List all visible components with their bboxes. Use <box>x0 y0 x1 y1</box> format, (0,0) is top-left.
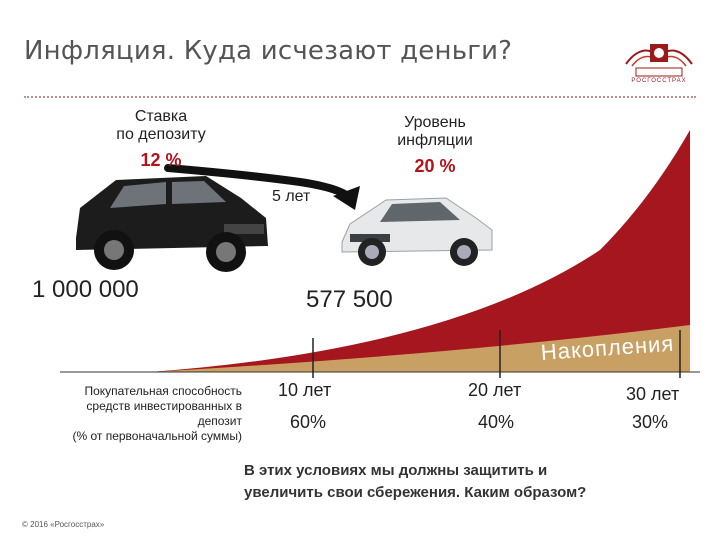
title-divider <box>24 96 696 98</box>
purchasing-power-line2: средств инвестированных в <box>86 399 242 413</box>
company-logo-icon <box>625 44 693 77</box>
deposit-label-line1: Ставка <box>134 108 188 125</box>
arrow-head-icon <box>333 186 360 210</box>
conclusion-line2: увеличить свои сбережения. Каким образом… <box>244 484 587 501</box>
deposit-label-line2: по депозиту <box>116 126 206 143</box>
conclusion-line1: В этих условиях мы должны защитить и <box>244 462 548 479</box>
deposit-label: Ставка по депозиту <box>96 108 226 144</box>
arrow-label: 5 лет <box>272 188 311 205</box>
logo-text: РОСГОССТРАХ <box>631 78 687 84</box>
inflation-label-line2: инфляции <box>397 132 473 149</box>
period-label-20: 20 лет <box>468 380 522 400</box>
period-label-10: 10 лет <box>278 380 332 400</box>
value-label-30: 30% <box>632 412 669 432</box>
savings-area <box>150 325 690 372</box>
black-suv-icon <box>76 176 268 272</box>
remaining-amount: 577 500 <box>306 286 393 313</box>
value-label-10: 60% <box>290 412 327 432</box>
value-label-20: 40% <box>478 412 515 432</box>
inflation-label: Уровень инфляции <box>370 114 500 150</box>
inflation-label-line1: Уровень <box>404 114 466 131</box>
arrow-icon <box>164 164 354 202</box>
purchasing-power-line4: (% от первоначальной суммы) <box>72 429 242 443</box>
inflation-area <box>150 130 690 372</box>
slide-title: Инфляция. Куда исчезают деньги? <box>24 36 513 66</box>
initial-amount: 1 000 000 <box>32 276 139 303</box>
purchasing-power-line3: депозит <box>197 414 242 428</box>
deposit-rate: 12 % <box>140 150 182 170</box>
purchasing-power-label: Покупательная способность средств инвест… <box>20 384 242 444</box>
conclusion-text: В этих условиях мы должны защитить и уве… <box>244 460 586 504</box>
inflation-rate: 20 % <box>414 156 456 176</box>
white-sedan-icon <box>341 197 493 266</box>
purchasing-power-line1: Покупательная способность <box>84 384 242 398</box>
period-label-30: 30 лет <box>626 384 680 404</box>
footer-copyright: © 2016 «Росгосстрах» <box>22 520 105 529</box>
